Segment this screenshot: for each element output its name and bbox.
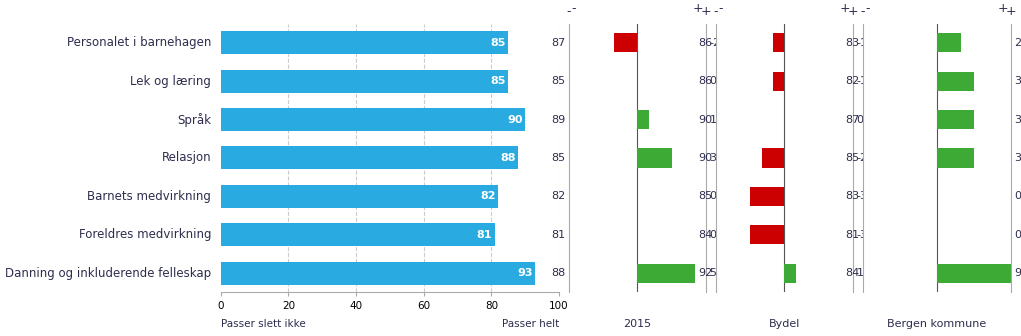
Text: -: - (714, 5, 718, 18)
Text: 1: 1 (710, 115, 717, 125)
Bar (937, 110, 974, 129)
Text: -: - (567, 5, 571, 18)
Text: +: + (700, 5, 712, 18)
Bar (221, 185, 498, 208)
Text: 5: 5 (710, 268, 717, 278)
Bar (637, 263, 694, 283)
Text: 81: 81 (477, 230, 492, 240)
Text: 85: 85 (490, 38, 505, 48)
Bar (221, 108, 525, 131)
Text: 0: 0 (1015, 230, 1021, 240)
Text: -1: -1 (857, 38, 868, 48)
Text: Språk: Språk (177, 113, 211, 127)
Bar (762, 148, 784, 168)
Text: Passer helt: Passer helt (501, 319, 560, 329)
Text: 9: 9 (1015, 268, 1021, 278)
Bar (750, 187, 784, 206)
Text: 92: 92 (698, 268, 713, 278)
Bar (773, 33, 784, 52)
Text: 85: 85 (551, 153, 566, 163)
Text: +: + (692, 2, 703, 15)
Text: 3: 3 (1015, 115, 1021, 125)
Text: Relasjon: Relasjon (161, 152, 211, 164)
Bar (221, 146, 519, 169)
Text: Danning og inkluderende felleskap: Danning og inkluderende felleskap (5, 267, 211, 280)
Text: 87: 87 (844, 115, 859, 125)
Text: -: - (866, 2, 870, 15)
Text: -: - (572, 2, 576, 15)
Text: Foreldres medvirkning: Foreldres medvirkning (79, 228, 211, 241)
Text: 82: 82 (551, 191, 566, 201)
Text: +: + (847, 5, 859, 18)
Text: Bydel: Bydel (769, 319, 800, 329)
Text: 90: 90 (698, 115, 713, 125)
Text: 83: 83 (845, 191, 859, 201)
Text: Barnets medvirkning: Barnets medvirkning (87, 190, 211, 203)
Text: 86: 86 (698, 38, 713, 48)
Text: Personalet i barnehagen: Personalet i barnehagen (66, 36, 211, 49)
Bar (637, 110, 648, 129)
Text: 3: 3 (710, 153, 717, 163)
Text: -3: -3 (857, 230, 868, 240)
Text: 89: 89 (551, 115, 566, 125)
Text: Bergen kommune: Bergen kommune (887, 319, 986, 329)
Text: 82: 82 (480, 191, 495, 201)
Text: 83: 83 (845, 38, 859, 48)
Text: +: + (1006, 5, 1016, 18)
Text: -2: -2 (710, 38, 721, 48)
Text: 2015: 2015 (623, 319, 651, 329)
Bar (221, 70, 508, 93)
Text: 3: 3 (1015, 153, 1021, 163)
Text: 90: 90 (698, 153, 713, 163)
Bar (773, 72, 784, 91)
Bar (937, 263, 1021, 283)
Text: 88: 88 (500, 153, 516, 163)
Bar (937, 72, 974, 91)
Text: 88: 88 (551, 268, 566, 278)
Text: Lek og læring: Lek og læring (131, 75, 211, 88)
Text: 85: 85 (490, 76, 505, 86)
Text: 1: 1 (857, 268, 864, 278)
Text: 93: 93 (518, 268, 533, 278)
Text: -3: -3 (857, 191, 868, 201)
Text: 90: 90 (507, 115, 523, 125)
Text: 0: 0 (857, 115, 864, 125)
Text: -2: -2 (857, 153, 868, 163)
Bar (937, 33, 962, 52)
Text: -: - (719, 2, 723, 15)
Bar (615, 33, 637, 52)
Text: 2: 2 (1015, 38, 1021, 48)
Text: 3: 3 (1015, 76, 1021, 86)
Text: 87: 87 (551, 38, 566, 48)
Text: 81: 81 (845, 230, 859, 240)
Text: 84: 84 (844, 268, 859, 278)
Text: 0: 0 (710, 230, 717, 240)
Bar (221, 31, 508, 54)
Text: 81: 81 (551, 230, 566, 240)
Text: +: + (998, 2, 1008, 15)
Bar (937, 148, 974, 168)
Text: 0: 0 (710, 191, 717, 201)
Bar (221, 262, 535, 285)
Text: 85: 85 (551, 76, 566, 86)
Text: 85: 85 (845, 153, 859, 163)
Text: Passer slett ikke: Passer slett ikke (221, 319, 305, 329)
Text: -: - (861, 5, 865, 18)
Text: 0: 0 (710, 76, 717, 86)
Bar (750, 225, 784, 244)
Text: 86: 86 (698, 76, 713, 86)
Text: 84: 84 (698, 230, 713, 240)
Text: 82: 82 (844, 76, 859, 86)
Bar (221, 223, 495, 246)
Text: 0: 0 (1015, 191, 1021, 201)
Text: 85: 85 (698, 191, 713, 201)
Bar (784, 263, 796, 283)
Text: +: + (840, 2, 850, 15)
Text: -1: -1 (857, 76, 868, 86)
Bar (637, 148, 672, 168)
